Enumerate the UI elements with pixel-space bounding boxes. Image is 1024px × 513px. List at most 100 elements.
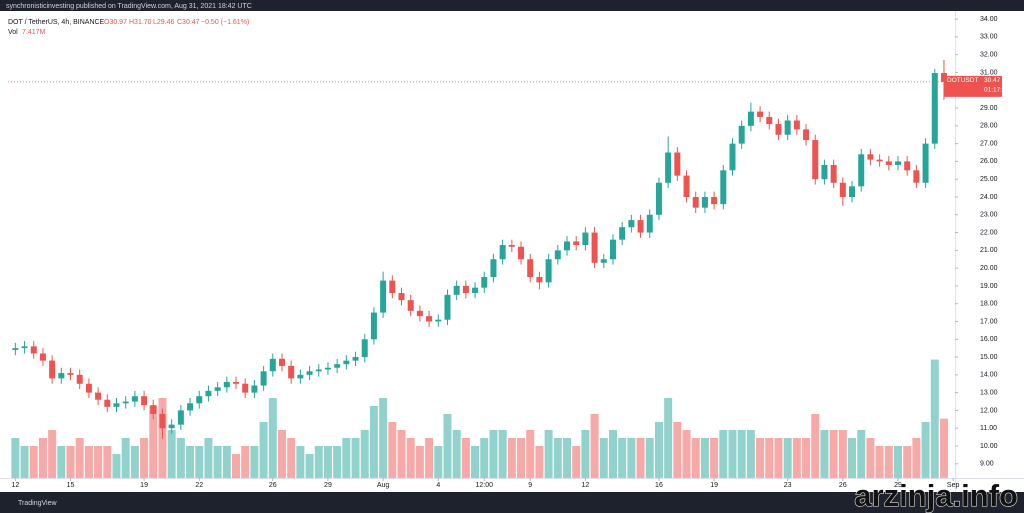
- volume-bar: [443, 414, 452, 478]
- candle-body: [573, 241, 580, 245]
- volume-bar: [277, 430, 286, 478]
- candle-body: [729, 143, 736, 171]
- volume-bar: [29, 446, 38, 478]
- y-tick-label: 14.00: [980, 372, 998, 379]
- volume-bar: [673, 422, 682, 478]
- candle-body: [490, 259, 497, 278]
- y-tick-label: 15.00: [980, 354, 998, 361]
- candle-body: [444, 294, 451, 320]
- volume-bar: [893, 446, 902, 478]
- candle-body: [545, 259, 552, 283]
- footer-bar: [0, 492, 1024, 513]
- y-tick-label: 9.00: [980, 461, 994, 468]
- volume-bar: [820, 430, 829, 478]
- x-tick-label: 26: [839, 482, 847, 489]
- header-text: synchronisticinvesting published on Trad…: [6, 3, 252, 10]
- volume-bar: [590, 414, 599, 478]
- price-tag: [944, 75, 1002, 97]
- y-tick-label: 31.00: [980, 69, 998, 76]
- candle-body: [582, 232, 589, 245]
- volume-bar: [838, 430, 847, 478]
- volume-bar: [875, 446, 884, 478]
- legend-low: L29.46: [153, 19, 175, 26]
- volume-bar: [939, 418, 948, 478]
- volume-bar: [130, 446, 139, 478]
- candle-body: [757, 111, 764, 117]
- candle-body: [591, 232, 598, 263]
- volume-bar: [572, 446, 581, 478]
- candle-body: [655, 182, 662, 215]
- candle-body: [803, 129, 810, 141]
- candle-body: [894, 161, 901, 165]
- candle-body: [233, 381, 240, 384]
- candle-body: [21, 346, 28, 349]
- candle-body: [398, 293, 405, 301]
- volume-bar: [737, 430, 746, 478]
- x-tick-label: 23: [784, 482, 792, 489]
- candle-body: [839, 182, 846, 197]
- watermark: arzinja.info: [854, 478, 1018, 513]
- candle-body: [692, 196, 699, 208]
- volume-bar: [507, 438, 516, 478]
- volume-bar: [848, 438, 857, 478]
- volume-bar: [222, 446, 231, 478]
- volume-bar: [415, 446, 424, 478]
- candle-body: [628, 220, 635, 228]
- y-tick-label: 28.00: [980, 123, 998, 130]
- x-tick-label: 22: [195, 482, 203, 489]
- candle-body: [324, 367, 331, 370]
- candle-body: [453, 285, 460, 295]
- volume-bar: [461, 438, 470, 478]
- candle-body: [674, 152, 681, 176]
- candle-body: [462, 285, 469, 294]
- volume-bar: [599, 438, 608, 478]
- candle-body: [30, 346, 37, 354]
- volume-bar: [884, 446, 893, 478]
- y-tick-label: 25.00: [980, 176, 998, 183]
- volume-bar: [471, 446, 480, 478]
- candle-body: [12, 348, 19, 350]
- x-tick-label: 16: [655, 482, 663, 489]
- volume-bar: [121, 438, 130, 478]
- candle-body: [370, 312, 377, 340]
- candle-body: [85, 383, 92, 393]
- volume-bar: [369, 406, 378, 478]
- volume-bar: [664, 398, 673, 478]
- candle-body: [113, 403, 120, 407]
- candle-body: [793, 120, 800, 130]
- candle-body: [389, 280, 396, 294]
- volume-bar: [645, 438, 654, 478]
- x-tick-label: 19: [710, 482, 718, 489]
- y-tick-label: 26.00: [980, 158, 998, 165]
- y-tick-label: 23.00: [980, 212, 998, 219]
- candle-body: [407, 300, 414, 311]
- legend-volume: 7.417M: [22, 29, 46, 36]
- x-tick-label: 12: [11, 482, 19, 489]
- x-tick-label: 9: [528, 482, 532, 489]
- volume-bar: [517, 438, 526, 478]
- legend-change: −0.50 (−1.61%): [201, 19, 249, 26]
- candle-body: [554, 250, 561, 260]
- candle-body: [784, 120, 791, 135]
- candle-body: [416, 310, 423, 317]
- y-tick-label: 29.00: [980, 105, 998, 112]
- candle-body: [205, 390, 212, 397]
- volume-bar: [259, 422, 268, 478]
- y-tick-label: 18.00: [980, 301, 998, 308]
- candle-body: [380, 280, 387, 313]
- volume-bar: [489, 430, 498, 478]
- candle-body: [701, 196, 708, 208]
- volume-bar: [38, 438, 47, 478]
- volume-bar: [829, 430, 838, 478]
- candle-body: [196, 396, 203, 404]
- candle-body: [95, 392, 102, 400]
- price-tag-countdown: 01:17:11: [984, 87, 1009, 94]
- candle-body: [536, 277, 543, 283]
- volume-bar: [84, 446, 93, 478]
- candle-body: [922, 143, 929, 183]
- x-tick-label: 19: [140, 482, 148, 489]
- x-tick-label: 12: [581, 482, 589, 489]
- candle-body: [867, 154, 874, 160]
- candle-body: [472, 287, 479, 294]
- y-tick-label: 20.00: [980, 265, 998, 272]
